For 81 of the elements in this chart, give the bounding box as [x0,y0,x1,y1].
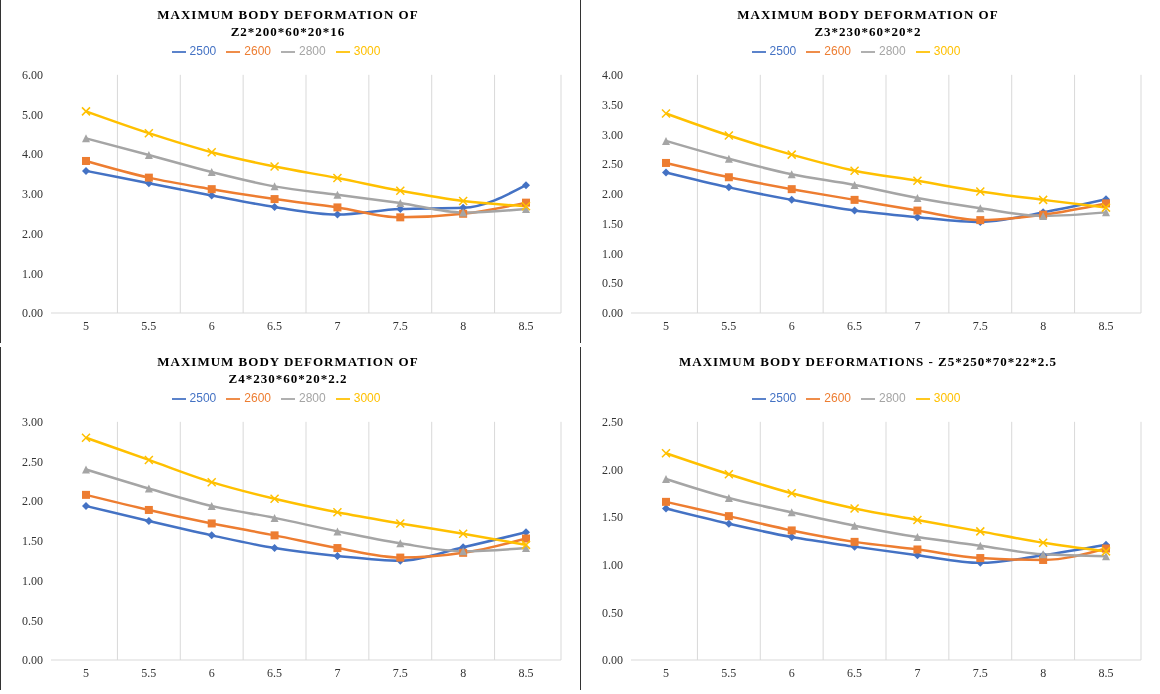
legend-label: 2800 [299,391,326,405]
x-tick-label: 5 [663,665,669,680]
x-tick-label: 6.5 [267,318,283,333]
chart-title: MAXIMUM BODY DEFORMATION OF Z2*200*60*20*16 [156,6,420,41]
y-tick-label: 3.00 [22,415,43,430]
x-tick-label: 6 [788,665,795,680]
x-tick-label: 8 [1040,665,1047,680]
x-tick-label: 5.5 [141,318,157,333]
y-tick-label: 2.00 [602,187,623,202]
legend-label: 2800 [879,44,906,58]
legend-label: 2500 [189,391,217,405]
y-tick-label: 0.50 [602,605,623,620]
legend-label: 2500 [769,391,797,405]
y-tick-label: 5.00 [22,107,43,122]
x-tick-label: 8.5 [518,665,534,680]
x-tick-label: 8 [460,318,467,333]
chart-title: MAXIMUM BODY DEFORMATION OF Z3*230*60*20*2 [736,6,1000,41]
y-tick-label: 6.00 [22,68,43,83]
x-tick-label: 7.5 [972,318,988,333]
y-tick-label: 0.00 [602,306,623,321]
x-tick-label: 5 [83,318,89,333]
x-tick-label: 6 [208,665,215,680]
y-tick-label: 2.50 [602,157,623,172]
y-tick-label: 0.00 [22,653,43,668]
y-tick-label: 1.00 [22,266,43,281]
legend-label: 3000 [933,44,961,58]
y-tick-label: 0.00 [602,653,623,668]
x-tick-label: 5.5 [141,665,157,680]
x-tick-label: 8.5 [1098,665,1114,680]
y-tick-label: 1.00 [22,573,43,588]
x-tick-label: 8 [460,665,467,680]
legend-label: 2600 [824,44,851,58]
y-tick-label: 0.50 [602,276,623,291]
x-tick-label: 7.5 [392,665,408,680]
x-tick-label: 6 [788,318,795,333]
x-tick-label: 6 [208,318,215,333]
y-tick-label: 4.00 [22,147,43,162]
x-tick-label: 5 [663,318,669,333]
x-tick-label: 7.5 [392,318,408,333]
x-tick-label: 8 [1040,318,1047,333]
legend-label: 2800 [879,391,906,405]
x-tick-label: 7 [334,665,341,680]
y-tick-label: 2.50 [602,415,623,430]
y-tick-label: 4.00 [602,68,623,83]
legend-label: 2600 [244,44,271,58]
y-tick-label: 2.00 [22,494,43,509]
y-tick-label: 0.00 [22,306,43,321]
x-tick-label: 6.5 [267,665,283,680]
y-tick-label: 1.00 [602,246,623,261]
x-tick-label: 7 [334,318,341,333]
x-tick-label: 7 [914,665,921,680]
chart-title: MAXIMUM BODY DEFORMATION OF Z4*230*60*20*2.2 [156,353,420,388]
legend-label: 3000 [933,391,961,405]
legend-label: 2500 [769,44,797,58]
y-tick-label: 3.00 [22,187,43,202]
legend-label: 3000 [353,44,381,58]
x-tick-label: 8.5 [1098,318,1114,333]
x-tick-label: 5.5 [721,665,737,680]
x-tick-label: 7 [914,318,921,333]
y-tick-label: 2.50 [22,454,43,469]
chart-title: MAXIMUM BODY DEFORMATIONS - Z5*250*70*22*2.5 [678,353,1058,371]
legend-label: 3000 [353,391,381,405]
y-tick-label: 1.50 [22,534,43,549]
y-tick-label: 1.50 [602,216,623,231]
y-tick-label: 1.50 [602,510,623,525]
y-tick-label: 0.50 [22,613,43,628]
y-tick-label: 2.00 [22,226,43,241]
y-tick-label: 2.00 [602,462,623,477]
y-tick-label: 1.00 [602,557,623,572]
legend-label: 2600 [244,391,271,405]
x-tick-label: 8.5 [518,318,534,333]
x-tick-label: 6.5 [847,665,863,680]
y-tick-label: 3.00 [602,127,623,142]
legend-label: 2600 [824,391,851,405]
x-tick-label: 7.5 [972,665,988,680]
legend-label: 2800 [299,44,326,58]
x-tick-label: 5.5 [721,318,737,333]
x-tick-label: 6.5 [847,318,863,333]
x-tick-label: 5 [83,665,89,680]
y-tick-label: 3.50 [602,97,623,112]
legend-label: 2500 [189,44,217,58]
